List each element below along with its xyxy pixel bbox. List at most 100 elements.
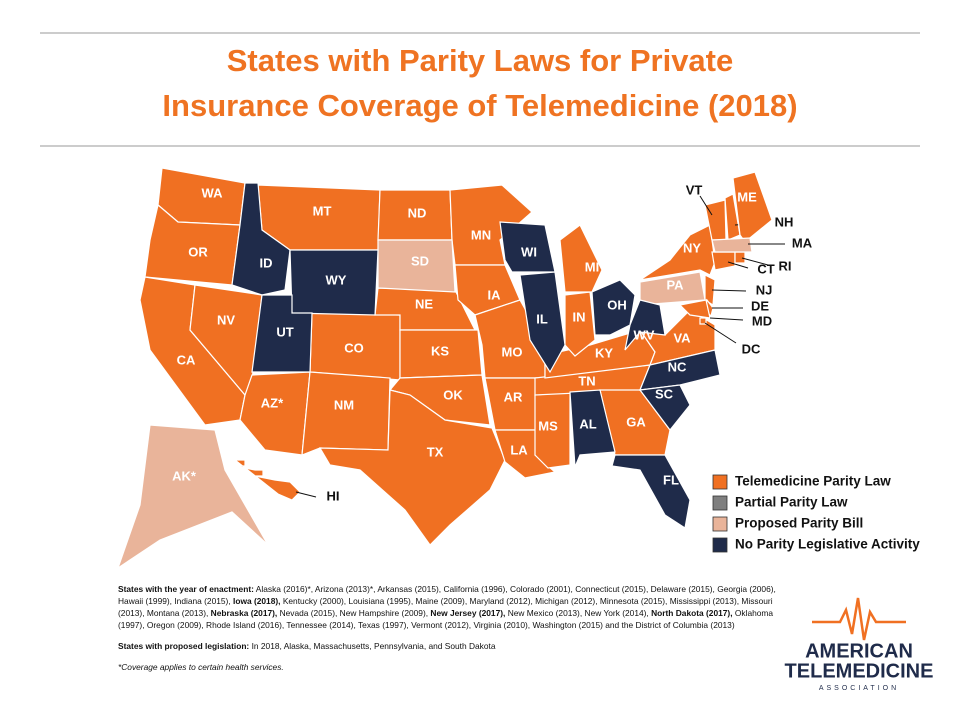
enacted-entry: Texas (1997), — [357, 620, 409, 630]
footnote: *Coverage applies to certain health serv… — [118, 662, 284, 672]
state-label: OR — [188, 244, 208, 259]
enacted-entry: Kentucky (2000), — [282, 596, 347, 606]
state-shape — [519, 271, 566, 374]
leader-line — [295, 491, 317, 498]
enacted-entry: Arizona (2013)*, — [314, 584, 376, 594]
state-label: KY — [595, 345, 613, 360]
enacted-entry: Iowa (2018), — [233, 596, 281, 606]
state-shape — [734, 251, 746, 264]
state-label: NC — [668, 359, 687, 374]
legend: Telemedicine Parity Law Partial Parity La… — [712, 474, 920, 553]
state-label: CA — [177, 352, 196, 367]
state-label: VT — [686, 182, 703, 197]
enacted-entry: Hawaii (1999), — [118, 596, 172, 606]
enacted-entry: New Jersey (2017), — [430, 608, 506, 618]
notes: States with the year of enactment: Alask… — [118, 583, 798, 682]
logo-wave — [812, 597, 906, 641]
state-shape — [711, 237, 753, 253]
leader-line — [711, 289, 747, 292]
enacted-entry: Mississippi (2013), — [669, 596, 740, 606]
enacted-entry: Indiana (2015), — [174, 596, 231, 606]
state-label: RI — [779, 258, 792, 273]
state-label: NV — [217, 312, 235, 327]
leader-line — [704, 322, 737, 344]
state-shape — [639, 271, 706, 306]
legend-swatch — [712, 495, 728, 511]
state-label: OH — [607, 297, 627, 312]
state-label: MT — [313, 203, 332, 218]
state-label: IN — [573, 309, 586, 324]
enacted-entry: Michigan (2012), — [535, 596, 598, 606]
enacted-entry: Minnesota (2015), — [599, 596, 668, 606]
state-label: SC — [655, 386, 674, 401]
state-shape — [318, 389, 506, 546]
state-label: WV — [634, 327, 655, 342]
enacted-entry: Connecticut (2015), — [575, 584, 649, 594]
state-shape — [639, 224, 716, 281]
note-heading: States with proposed legislation: — [118, 641, 250, 651]
state-shape — [732, 171, 773, 243]
state-shape — [559, 224, 603, 293]
state-label: MO — [502, 344, 523, 359]
state-label: MD — [752, 313, 772, 328]
enacted-entry: Rhode Island (2016), — [206, 620, 285, 630]
enacted-entry: Tennessee (2014), — [286, 620, 356, 630]
legend-label: Proposed Parity Bill — [735, 516, 863, 531]
state-shape — [116, 424, 269, 570]
state-label: WY — [326, 272, 347, 287]
state-label: HI — [327, 488, 340, 503]
proposed-note: States with proposed legislation: In 201… — [118, 640, 798, 652]
state-label: IA — [488, 287, 502, 302]
state-label: AZ* — [261, 395, 284, 410]
title-line: States with Parity Laws for Private — [227, 43, 734, 78]
state-shape — [239, 371, 311, 456]
state-label: MA — [792, 235, 813, 250]
legend-label: Partial Parity Law — [735, 495, 848, 510]
state-label: NH — [775, 214, 794, 229]
state-label: MS — [538, 418, 558, 433]
state-label: ND — [408, 205, 427, 220]
enacted-entry: New York (2014), — [584, 608, 649, 618]
state-label: LA — [510, 442, 528, 457]
note-heading: States with the year of enactment: — [118, 584, 254, 594]
title-line: Insurance Coverage of Telemedicine (2018… — [162, 88, 797, 123]
enacted-entry: New Mexico (2013), — [507, 608, 583, 618]
enacted-list: Alaska (2016)*, Arizona (2013)*, Arkansa… — [118, 584, 776, 630]
state-shape — [231, 182, 291, 296]
enacted-entry: Georgia (2006), — [717, 584, 776, 594]
state-shape — [624, 299, 666, 351]
logo-text: TELEMEDICINE — [785, 660, 934, 682]
state-shape — [638, 384, 691, 431]
enacted-entry: Maryland (2012), — [469, 596, 533, 606]
state-shape — [499, 221, 556, 273]
state-label: OK — [443, 387, 463, 402]
state-shape — [251, 294, 313, 373]
enacted-entry: Delaware (2015), — [650, 584, 715, 594]
state-label: AR — [504, 389, 523, 404]
state-shape — [233, 459, 301, 501]
state-label: NJ — [756, 282, 773, 297]
state-label: SD — [411, 253, 429, 268]
enacted-entry: Maine (2009), — [415, 596, 468, 606]
state-label: GA — [626, 414, 646, 429]
state-label: MN — [471, 227, 491, 242]
state-label: NE — [415, 296, 433, 311]
state-shape — [611, 454, 691, 529]
enacted-entry: Vermont (2012), — [411, 620, 472, 630]
enacted-entry: Missouri (2013), — [118, 596, 773, 618]
state-label: PA — [666, 277, 684, 292]
state-shape — [704, 274, 716, 307]
proposed-text: In 2018, Alaska, Massachusetts, Pennsylv… — [251, 641, 496, 651]
state-label: ME — [737, 189, 757, 204]
enacted-entry: Oregon (2009), — [146, 620, 204, 630]
logo: AMERICAN TELEMEDICINE ASSOCIATION — [785, 597, 934, 692]
state-label: ID — [260, 255, 273, 270]
legend-label: Telemedicine Parity Law — [735, 474, 891, 489]
state-shape — [289, 249, 379, 316]
enacted-entry: Virginia (2010), — [473, 620, 531, 630]
enacted-entry: New Hampshire (2009), — [339, 608, 429, 618]
state-label: NY — [683, 240, 701, 255]
state-label: FL — [663, 472, 679, 487]
